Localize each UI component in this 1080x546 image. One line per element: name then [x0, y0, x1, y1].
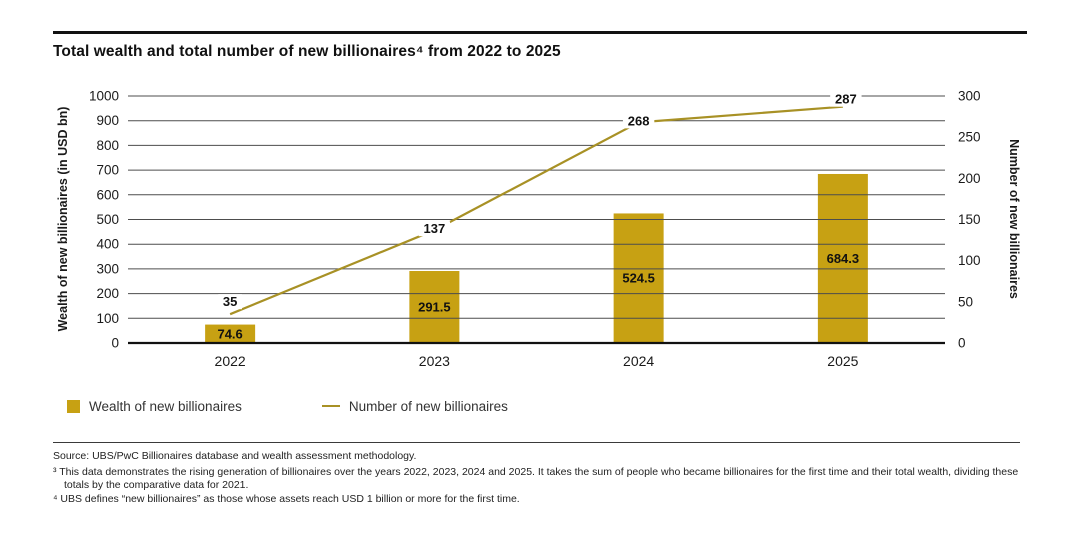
line-value-label: 268 [628, 113, 650, 128]
right-axis-tick: 150 [958, 212, 981, 227]
x-axis-label-2025: 2025 [827, 353, 858, 369]
bar-value-label: 291.5 [418, 299, 451, 314]
left-axis-tick: 500 [96, 212, 119, 227]
right-axis-tick: 200 [958, 171, 981, 186]
bar-2024 [613, 213, 664, 343]
footnote-3: ³ This data demonstrates the rising gene… [53, 465, 1019, 492]
line-label-gap [830, 91, 862, 107]
line-value-label: 137 [424, 221, 446, 236]
legend: Wealth of new billionaires Number of new… [67, 398, 508, 414]
title-top-rule [53, 31, 1027, 34]
legend-label-number: Number of new billionaires [348, 398, 508, 414]
right-axis-tick: 100 [958, 253, 981, 268]
bar-value-label: 684.3 [827, 251, 860, 266]
legend-label-wealth: Wealth of new billionaires [89, 398, 242, 414]
legend-bar-swatch [67, 399, 80, 413]
right-axis-tick: 250 [958, 130, 981, 145]
combo-chart: 0 100 200 300 400 500 600 700 800 900 1000 0 50 100 15… [56, 89, 1021, 370]
x-axis-label-2024: 2024 [623, 353, 654, 369]
left-axis-tick: 300 [96, 261, 119, 276]
right-axis-tick: 50 [958, 294, 973, 309]
footnote-4: ⁴ UBS defines “new billionaires” as thos… [53, 492, 520, 505]
line-number-of-new-billionaires [229, 105, 843, 316]
line-label-gap [622, 113, 655, 129]
legend-item-number: Number of new billionaires [321, 398, 508, 414]
bar-value-label: 74.6 [217, 326, 242, 341]
left-axis-tick: 600 [96, 187, 119, 202]
source-line: Source: UBS/PwC Billionaires database an… [53, 450, 417, 462]
chart-title: Total wealth and total number of new bil… [53, 43, 561, 60]
left-axis-tick: 100 [96, 311, 119, 326]
line-value-label: 35 [223, 294, 237, 309]
line-label-gap [218, 294, 242, 310]
x-axis-label-2022: 2022 [215, 353, 246, 369]
left-axis-tick: 200 [96, 286, 119, 301]
left-axis-tick: 1000 [89, 89, 119, 104]
right-axis-tick: 0 [958, 336, 966, 351]
bar-value-label: 524.5 [622, 271, 655, 286]
left-axis-tick: 0 [111, 336, 119, 351]
right-axis-tick: 300 [958, 89, 981, 104]
left-axis-tick: 400 [96, 237, 119, 252]
left-axis-tick: 800 [96, 138, 119, 153]
left-axis-tick: 700 [96, 163, 119, 178]
right-axis-title: Number of new billionaires [1007, 139, 1021, 299]
legend-item-wealth: Wealth of new billionaires [67, 399, 242, 414]
x-axis-label-2023: 2023 [419, 353, 450, 369]
line-value-label: 287 [835, 92, 857, 107]
line-label-gap [418, 221, 451, 237]
bar-2023 [409, 270, 460, 343]
legend-line-swatch [321, 404, 340, 408]
footer: Source: UBS/PwC Billionaires database an… [53, 442, 1020, 507]
bar-2025 [817, 173, 868, 343]
left-axis-tick: 900 [96, 113, 119, 128]
bar-2022 [205, 324, 256, 343]
left-axis-title: Wealth of new billionaires (in USD bn) [56, 107, 70, 332]
